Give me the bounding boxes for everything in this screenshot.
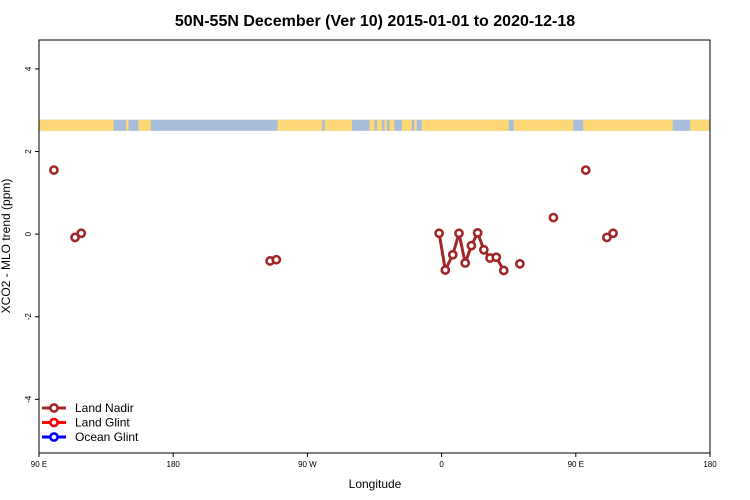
land-segment bbox=[384, 119, 387, 131]
x-tick-label: 0 bbox=[439, 460, 444, 469]
data-point bbox=[49, 165, 59, 175]
land-segment bbox=[277, 119, 323, 131]
data-point bbox=[514, 258, 525, 269]
land-segment bbox=[389, 119, 395, 131]
data-point bbox=[498, 265, 509, 276]
land-segment bbox=[376, 119, 382, 131]
land-ocean-band bbox=[39, 119, 710, 131]
y-tick-label: -2 bbox=[24, 313, 33, 321]
land-segment bbox=[583, 119, 673, 131]
land-segment bbox=[421, 119, 509, 131]
data-point bbox=[434, 228, 445, 239]
y-tick-label: 0 bbox=[24, 231, 33, 236]
land-segment bbox=[324, 119, 353, 131]
data-point bbox=[454, 228, 464, 239]
data-point bbox=[491, 252, 502, 263]
y-tick-label: -4 bbox=[24, 395, 33, 403]
x-axis-label: Longitude bbox=[349, 477, 402, 491]
land-segment bbox=[125, 119, 129, 131]
x-tick-label: 90 E bbox=[568, 460, 584, 469]
land-segment bbox=[138, 119, 151, 131]
legend-label: Ocean Glint bbox=[75, 430, 139, 444]
data-point bbox=[472, 227, 483, 238]
legend-marker bbox=[49, 403, 59, 413]
data-point bbox=[76, 228, 87, 239]
land-segment bbox=[513, 119, 574, 131]
legend-marker bbox=[49, 432, 59, 442]
data-point bbox=[608, 228, 618, 239]
data-point bbox=[460, 258, 471, 268]
data-point bbox=[466, 240, 477, 251]
data-point bbox=[447, 249, 458, 260]
land-segment bbox=[39, 119, 114, 131]
y-axis-label: XCO2 - MLO trend (ppm) bbox=[0, 179, 13, 314]
y-tick-label: 2 bbox=[24, 149, 33, 154]
data-point bbox=[271, 254, 282, 265]
x-tick-label: 180 bbox=[167, 460, 181, 469]
y-tick-label: 4 bbox=[24, 66, 33, 71]
land-segment bbox=[690, 119, 710, 131]
chart-title: 50N-55N December (Ver 10) 2015-01-01 to … bbox=[175, 13, 575, 30]
land-segment bbox=[369, 119, 375, 131]
land-segment bbox=[414, 119, 417, 131]
legend-label: Land Glint bbox=[75, 416, 130, 430]
data-point bbox=[440, 265, 451, 275]
data-point bbox=[478, 244, 489, 255]
x-tick-label: 90 W bbox=[298, 460, 317, 469]
series-line bbox=[437, 231, 506, 272]
land-segment bbox=[401, 119, 412, 131]
y-axis: -4 -2 0 2 4 bbox=[24, 66, 39, 403]
legend-label: Land Nadir bbox=[75, 401, 134, 415]
data-point bbox=[548, 212, 559, 223]
series-layer bbox=[49, 165, 618, 276]
data-point bbox=[580, 165, 591, 175]
x-tick-label: 180 bbox=[703, 460, 717, 469]
x-axis: 90 E 180 90 W 0 90 E 180 bbox=[31, 453, 717, 469]
legend-marker bbox=[49, 417, 59, 428]
plot-frame bbox=[38, 39, 711, 454]
x-tick-label: 90 E bbox=[31, 460, 47, 469]
